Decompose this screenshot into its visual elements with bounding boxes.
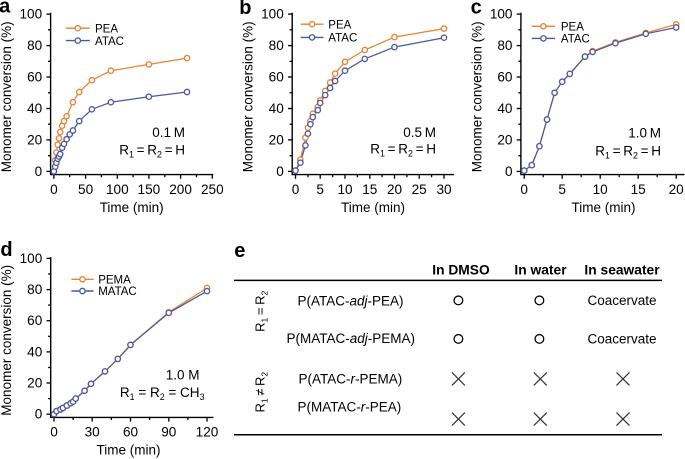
svg-text:60: 60 xyxy=(497,69,513,84)
svg-text:50: 50 xyxy=(78,182,94,197)
svg-text:100: 100 xyxy=(20,251,43,266)
svg-text:Monomer conversion (%): Monomer conversion (%) xyxy=(0,21,14,172)
svg-text:MATAC: MATAC xyxy=(98,286,137,298)
svg-text:30: 30 xyxy=(436,182,452,197)
svg-text:R1​ = R2​ = H: R1​ = R2​ = H xyxy=(119,142,185,159)
svg-text:40: 40 xyxy=(269,101,285,116)
svg-text:1.0 M: 1.0 M xyxy=(628,126,661,141)
svg-text:10: 10 xyxy=(593,182,609,197)
svg-text:ATAC: ATAC xyxy=(328,33,357,45)
svg-text:80: 80 xyxy=(269,38,285,53)
svg-text:100: 100 xyxy=(490,7,513,22)
svg-text:15: 15 xyxy=(362,182,377,197)
svg-text:0.5 M: 0.5 M xyxy=(403,125,436,140)
svg-text:5: 5 xyxy=(316,182,324,197)
svg-text:20: 20 xyxy=(27,375,43,390)
svg-text:Coacervate: Coacervate xyxy=(587,332,656,347)
svg-text:20: 20 xyxy=(269,132,285,147)
svg-text:90: 90 xyxy=(161,425,177,440)
svg-text:5: 5 xyxy=(558,182,566,197)
svg-text:a: a xyxy=(0,0,11,17)
svg-text:R1​ = R2​ = H: R1​ = R2​ = H xyxy=(595,143,661,160)
svg-text:0: 0 xyxy=(520,182,528,197)
svg-text:30: 30 xyxy=(85,425,101,440)
svg-text:100: 100 xyxy=(20,7,43,22)
svg-text:R1​ = R2​ = H: R1​ = R2​ = H xyxy=(370,141,436,158)
svg-text:P(MATAC-r-PEA): P(MATAC-r-PEA) xyxy=(298,399,402,414)
svg-text:PEA: PEA xyxy=(561,22,584,34)
svg-text:20: 20 xyxy=(497,132,513,147)
svg-text:In seawater: In seawater xyxy=(584,262,660,277)
svg-text:Monomer conversion (%): Monomer conversion (%) xyxy=(241,21,256,172)
svg-text:e: e xyxy=(234,240,245,262)
svg-text:Coacervate: Coacervate xyxy=(587,293,656,308)
svg-text:40: 40 xyxy=(497,101,513,116)
svg-text:250: 250 xyxy=(201,182,224,197)
svg-text:20: 20 xyxy=(669,182,685,197)
svg-text:PEA: PEA xyxy=(95,23,118,35)
svg-text:10: 10 xyxy=(337,182,353,197)
svg-text:0: 0 xyxy=(505,164,513,179)
svg-text:0: 0 xyxy=(50,182,58,197)
svg-text:Time (min): Time (min) xyxy=(341,200,405,215)
svg-text:0: 0 xyxy=(276,164,284,179)
svg-text:PEA: PEA xyxy=(328,19,351,31)
svg-text:80: 80 xyxy=(27,282,43,297)
svg-text:60: 60 xyxy=(269,69,285,84)
svg-text:100: 100 xyxy=(261,7,284,22)
svg-text:In DMSO: In DMSO xyxy=(432,262,490,277)
svg-text:Time (min): Time (min) xyxy=(100,200,164,215)
svg-text:Monomer conversion (%): Monomer conversion (%) xyxy=(469,21,484,172)
svg-text:Monomer conversion (%): Monomer conversion (%) xyxy=(0,265,14,416)
svg-text:P(MATAC-adj-PEMA): P(MATAC-adj-PEMA) xyxy=(287,331,416,346)
svg-text:0: 0 xyxy=(35,164,43,179)
svg-text:0.1 M: 0.1 M xyxy=(152,125,185,140)
svg-text:150: 150 xyxy=(138,182,161,197)
svg-text:60: 60 xyxy=(27,69,43,84)
svg-text:PEMA: PEMA xyxy=(98,275,131,287)
svg-text:40: 40 xyxy=(27,101,43,116)
svg-text:100: 100 xyxy=(106,182,129,197)
svg-text:200: 200 xyxy=(169,182,192,197)
svg-text:40: 40 xyxy=(27,344,43,359)
svg-text:Time (min): Time (min) xyxy=(572,200,636,215)
svg-text:ATAC: ATAC xyxy=(561,34,590,46)
svg-text:0: 0 xyxy=(50,425,58,440)
svg-text:R1​ ≠ R2​: R1​ ≠ R2​ xyxy=(252,372,269,413)
svg-text:P(ATAC-adj-PEA): P(ATAC-adj-PEA) xyxy=(298,293,404,308)
svg-text:20: 20 xyxy=(27,132,43,147)
svg-text:In water: In water xyxy=(514,262,567,277)
svg-text:80: 80 xyxy=(497,38,513,53)
svg-text:80: 80 xyxy=(27,38,43,53)
svg-text:20: 20 xyxy=(387,182,403,197)
svg-text:0: 0 xyxy=(292,182,300,197)
svg-text:15: 15 xyxy=(631,182,646,197)
svg-text:120: 120 xyxy=(196,425,219,440)
svg-text:60: 60 xyxy=(123,425,139,440)
svg-text:25: 25 xyxy=(412,182,427,197)
svg-text:R1​ = R2​ = CH3​: R1​ = R2​ = CH3​ xyxy=(120,385,205,402)
svg-text:c: c xyxy=(471,0,482,18)
svg-text:0: 0 xyxy=(35,407,43,422)
svg-text:P(ATAC-r-PEMA): P(ATAC-r-PEMA) xyxy=(299,372,403,387)
svg-text:ATAC: ATAC xyxy=(95,36,124,48)
svg-text:R1​ = R2​: R1​ = R2​ xyxy=(252,291,269,332)
svg-text:b: b xyxy=(239,0,251,19)
svg-text:Time (min): Time (min) xyxy=(97,443,161,458)
svg-text:d: d xyxy=(0,239,12,261)
svg-text:60: 60 xyxy=(27,313,43,328)
svg-text:1.0 M: 1.0 M xyxy=(166,368,200,383)
